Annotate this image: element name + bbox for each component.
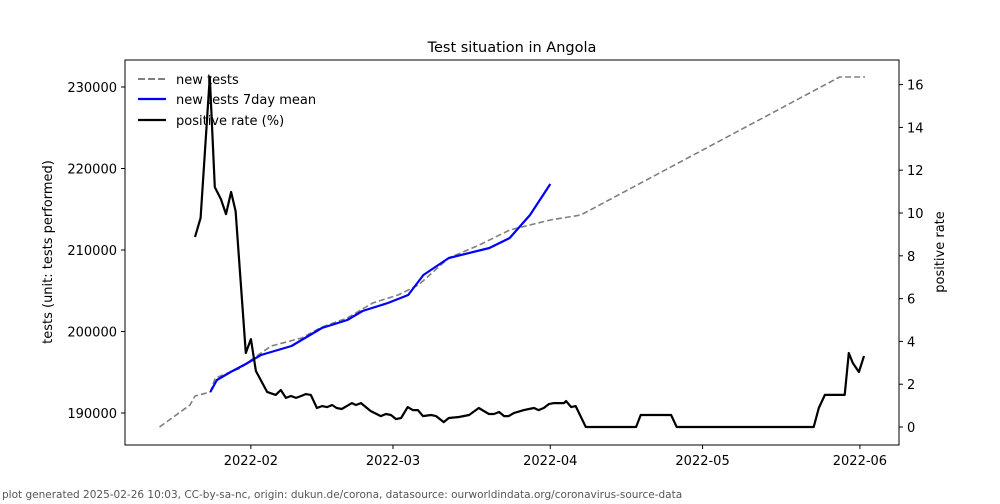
y-left-tick-label: 230000 bbox=[67, 81, 117, 96]
x-tick-label: 2022-03 bbox=[366, 454, 420, 469]
y-left-tick-label: 200000 bbox=[67, 326, 117, 341]
plot-frame bbox=[124, 59, 900, 446]
x-tick-label: 2022-02 bbox=[224, 454, 278, 469]
y-axis-left-label: tests (unit: tests performed) bbox=[41, 160, 56, 344]
series-layer bbox=[159, 75, 866, 429]
series-line-0 bbox=[159, 76, 865, 428]
chart-title: Test situation in Angola bbox=[427, 40, 597, 56]
y-right-tick-label: 16 bbox=[907, 79, 924, 94]
y-left-tick-label: 220000 bbox=[67, 163, 117, 178]
y-left-tick-label: 210000 bbox=[67, 244, 117, 259]
x-tick-label: 2022-04 bbox=[523, 454, 577, 469]
series-line-1 bbox=[209, 183, 552, 393]
y-right-tick-label: 12 bbox=[907, 164, 924, 179]
y-right-tick-label: 0 bbox=[907, 421, 915, 436]
series-line-2 bbox=[193, 75, 866, 429]
y-right-tick-label: 14 bbox=[907, 121, 924, 136]
y-right-tick-label: 2 bbox=[907, 378, 915, 393]
y-right-tick-label: 8 bbox=[907, 250, 915, 265]
y-axis-right-label: positive rate bbox=[933, 211, 948, 293]
legend: new tests new tests 7day mean positive r… bbox=[138, 73, 316, 129]
y-right-tick-label: 6 bbox=[907, 293, 915, 308]
legend-label-new-tests: new tests bbox=[176, 73, 239, 88]
y-left-tick-label: 190000 bbox=[67, 407, 117, 422]
y-right-tick-label: 4 bbox=[907, 335, 915, 350]
footer-note: plot generated 2025-02-26 10:03, CC-by-s… bbox=[2, 489, 682, 500]
axes-layer: 2022-02 2022-03 2022-04 2022-05 2022-06 19000… bbox=[67, 79, 923, 469]
x-tick-label: 2022-06 bbox=[833, 454, 887, 469]
legend-label-positive-rate: positive rate (%) bbox=[176, 114, 284, 129]
legend-label-7day-mean: new tests 7day mean bbox=[176, 93, 316, 108]
y-right-tick-label: 10 bbox=[907, 207, 924, 222]
x-tick-label: 2022-05 bbox=[675, 454, 729, 469]
